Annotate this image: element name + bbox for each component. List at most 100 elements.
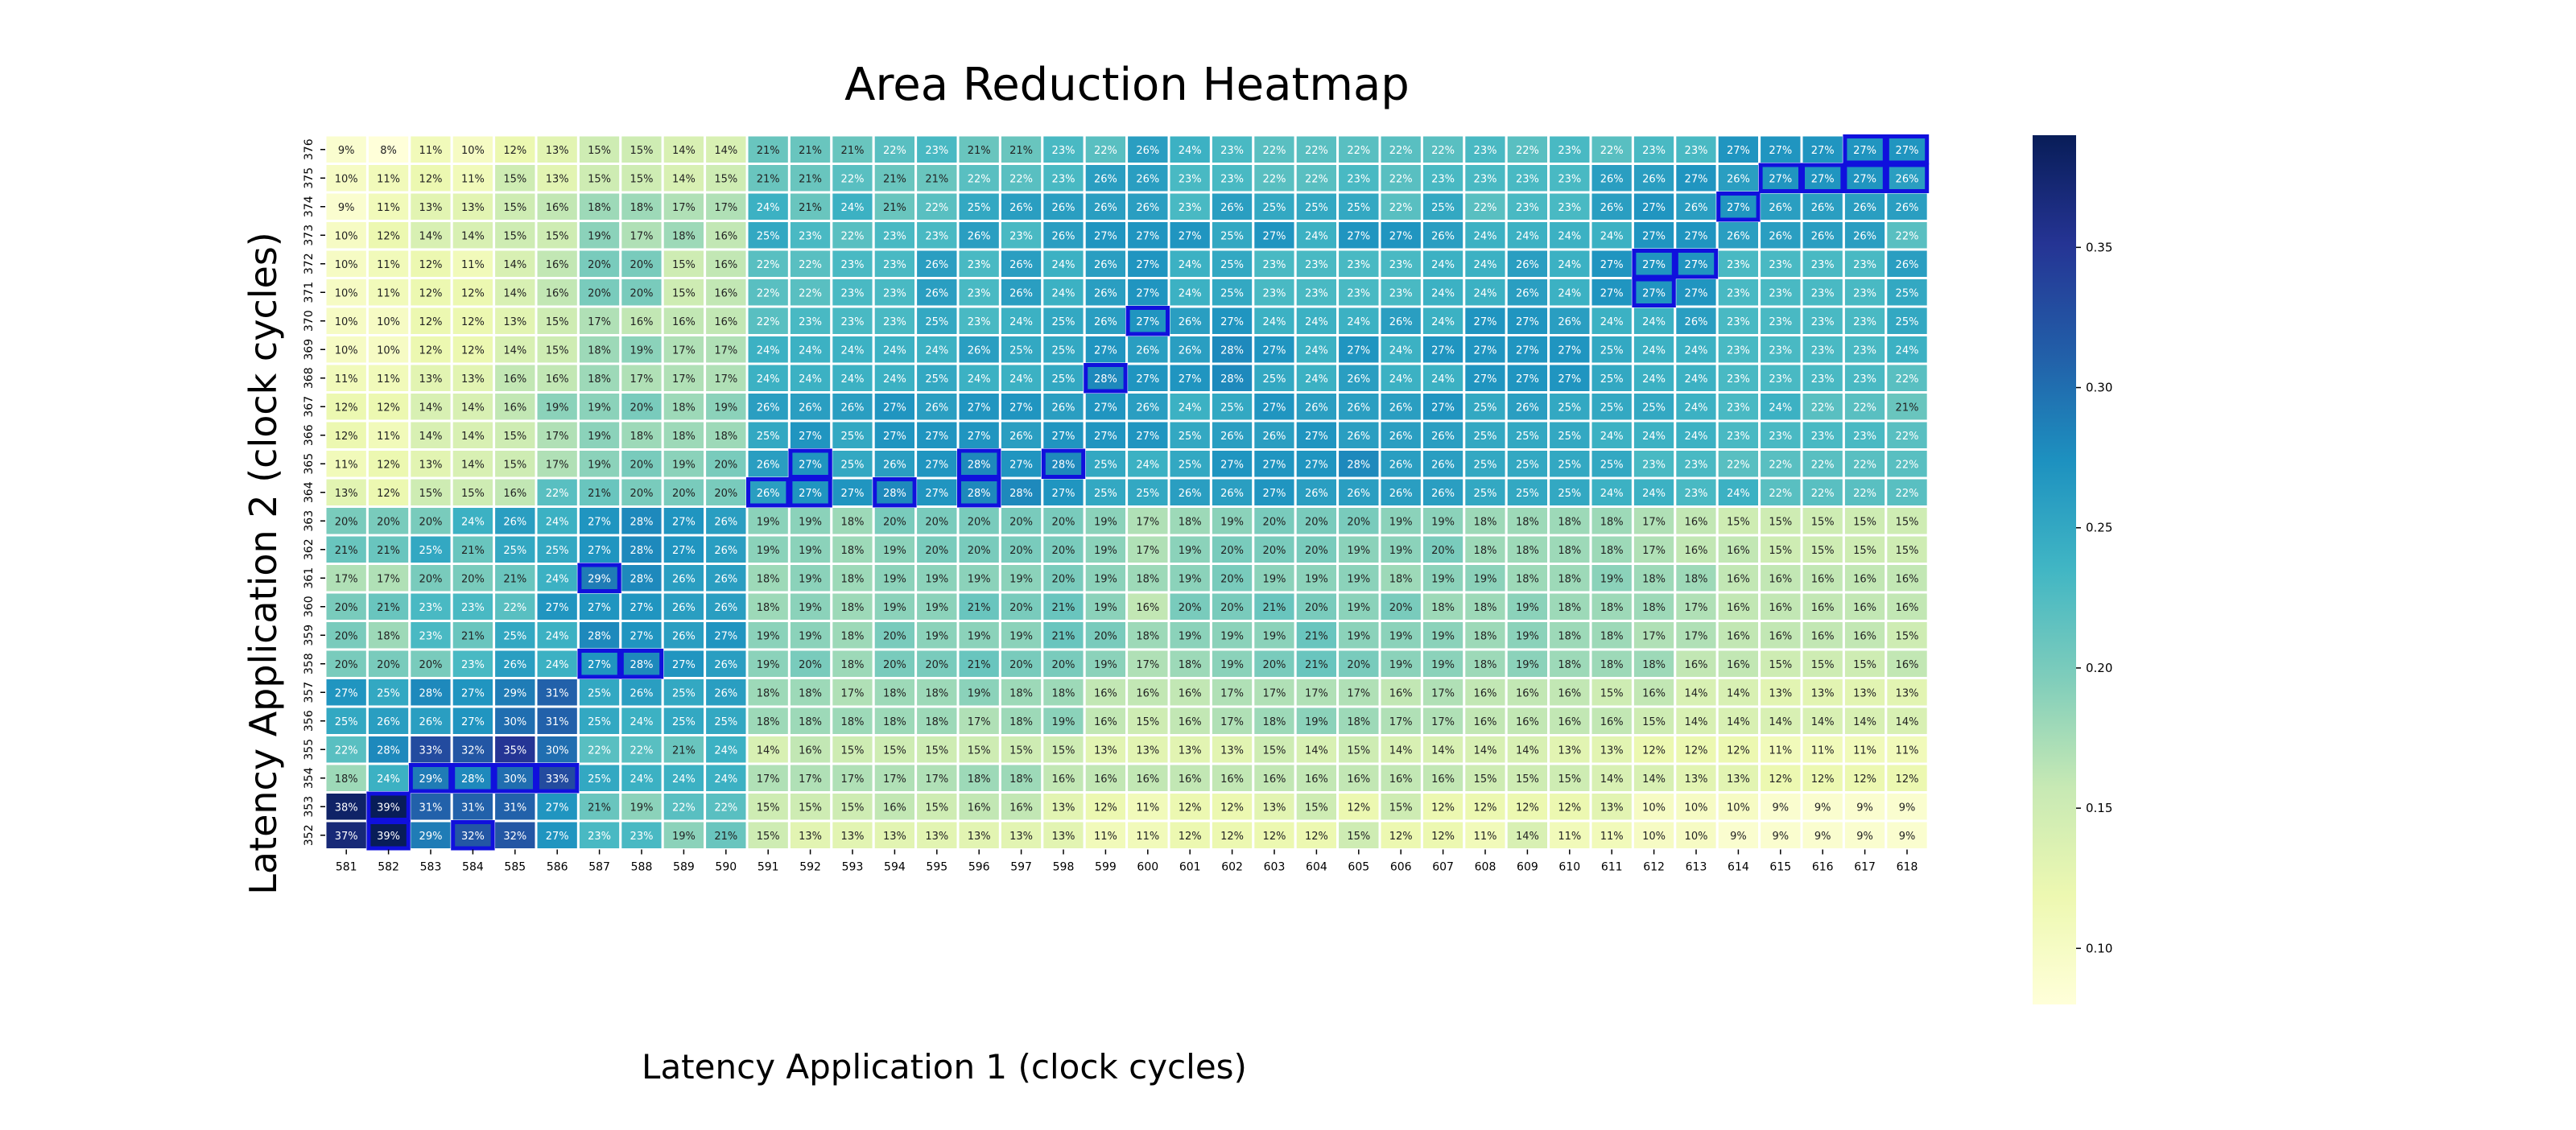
highlighted-cell-outline [1716, 192, 1761, 222]
highlighted-cell-outline [451, 763, 495, 794]
cell-value-label: 17% [1642, 516, 1666, 528]
cell-value-label: 23% [461, 659, 485, 671]
cell-value-label: 28% [630, 659, 654, 671]
heatmap-cell [830, 163, 875, 194]
heatmap-cell [1463, 591, 1508, 622]
cell-value-label: 21% [588, 488, 611, 500]
heatmap-cell [1167, 163, 1212, 194]
cell-value-label: 23% [1052, 173, 1075, 185]
heatmap-cell [1505, 419, 1550, 451]
cell-value-label: 20% [1305, 516, 1328, 528]
cell-value-label: 19% [1009, 573, 1033, 585]
cell-value-label: 18% [1347, 716, 1370, 728]
cell-value-label: 15% [630, 145, 654, 157]
cell-value-label: 11% [1558, 831, 1581, 843]
cell-value-label: 24% [1558, 287, 1581, 299]
cell-value-label: 15% [503, 431, 526, 443]
cell-value-label: 26% [503, 516, 526, 528]
cell-value-label: 21% [1052, 602, 1075, 614]
heatmap-cell [1083, 305, 1129, 336]
cell-value-label: 23% [1431, 173, 1455, 185]
cell-value-label: 20% [1009, 659, 1033, 671]
cell-value-label: 19% [1094, 573, 1117, 585]
cell-value-label: 20% [1052, 516, 1075, 528]
cell-value-label: 12% [1516, 802, 1539, 814]
cell-value-label: 27% [883, 431, 906, 443]
cell-value-label: 24% [377, 773, 400, 786]
heatmap-cell [1209, 563, 1255, 594]
cell-value-label: 17% [1305, 687, 1328, 699]
cell-value-label: 26% [1220, 202, 1244, 214]
cell-value-label: 17% [672, 373, 696, 386]
heatmap-cell [745, 734, 791, 765]
heatmap-cell [1758, 734, 1803, 765]
heatmap-cell [745, 305, 791, 336]
cell-value-label: 16% [546, 202, 569, 214]
heatmap-cell [1758, 305, 1803, 336]
cell-value-label: 17% [1136, 659, 1159, 671]
heatmap-cell [1547, 163, 1592, 194]
cell-value-label: 24% [1474, 259, 1497, 271]
heatmap-cell [1378, 419, 1423, 451]
cell-value-label: 12% [1094, 802, 1117, 814]
cell-value-label: 11% [1136, 802, 1159, 814]
heatmap-cell [1842, 334, 1888, 365]
heatmap-cell [1505, 220, 1550, 251]
heatmap-cell [787, 277, 833, 308]
cell-value-label: 24% [1642, 373, 1666, 386]
cell-value-label: 14% [1516, 744, 1539, 757]
cell-value-label: 23% [1389, 287, 1413, 299]
cell-value-label: 16% [1052, 773, 1075, 786]
heatmap-cell [704, 476, 749, 508]
cell-value-label: 13% [1811, 687, 1835, 699]
heatmap-cell [1463, 277, 1508, 308]
highlighted-cell-outline [1843, 163, 1887, 193]
cell-value-label: 27% [1685, 173, 1708, 185]
cell-value-label: 9% [1899, 831, 1916, 843]
heatmap-cell [661, 334, 707, 365]
cell-value-label: 20% [883, 630, 906, 642]
cell-value-label: 27% [1811, 145, 1835, 157]
x-tick-label: 607 [1432, 861, 1454, 874]
cell-value-label: 17% [630, 230, 654, 242]
cell-value-label: 32% [461, 744, 485, 757]
cell-value-label: 25% [1516, 459, 1539, 471]
cell-value-label: 9% [1814, 831, 1831, 843]
cell-value-label: 15% [1389, 802, 1413, 814]
cell-value-label: 17% [1431, 687, 1455, 699]
cell-value-label: 19% [714, 402, 737, 414]
cell-value-label: 26% [1009, 287, 1033, 299]
cell-value-label: 25% [1263, 373, 1286, 386]
heatmap-cell [872, 591, 918, 622]
heatmap-cell [787, 534, 833, 565]
heatmap-cell [450, 677, 496, 708]
cell-value-label: 21% [883, 173, 906, 185]
cell-value-label: 13% [1558, 744, 1581, 757]
cell-value-label: 23% [1347, 259, 1370, 271]
heatmap-cell [1800, 362, 1845, 394]
cell-value-label: 26% [1136, 145, 1159, 157]
cell-value-label: 26% [1389, 459, 1413, 471]
cell-value-label: 18% [630, 202, 654, 214]
cell-value-label: 15% [841, 744, 865, 757]
heatmap-cell [1800, 791, 1845, 823]
cell-value-label: 24% [1685, 431, 1708, 443]
cell-value-label: 28% [1347, 459, 1370, 471]
cell-value-label: 26% [1727, 173, 1750, 185]
cell-value-label: 26% [968, 344, 991, 357]
cell-value-label: 16% [1727, 545, 1750, 557]
cell-value-label: 11% [1474, 831, 1497, 843]
cell-value-label: 23% [1769, 259, 1792, 271]
heatmap-cell [1125, 448, 1170, 480]
heatmap-cell [1885, 677, 1930, 708]
cell-value-label: 31% [503, 802, 526, 814]
cell-value-label: 24% [1642, 431, 1666, 443]
cell-value-label: 24% [1136, 459, 1159, 471]
cell-value-label: 27% [1009, 459, 1033, 471]
cell-value-label: 20% [1305, 545, 1328, 557]
cell-value-label: 24% [1052, 259, 1075, 271]
cell-value-label: 27% [1516, 373, 1539, 386]
heatmap-cell [1589, 334, 1634, 365]
heatmap-cell [830, 419, 875, 451]
cell-value-label: 16% [714, 316, 737, 328]
